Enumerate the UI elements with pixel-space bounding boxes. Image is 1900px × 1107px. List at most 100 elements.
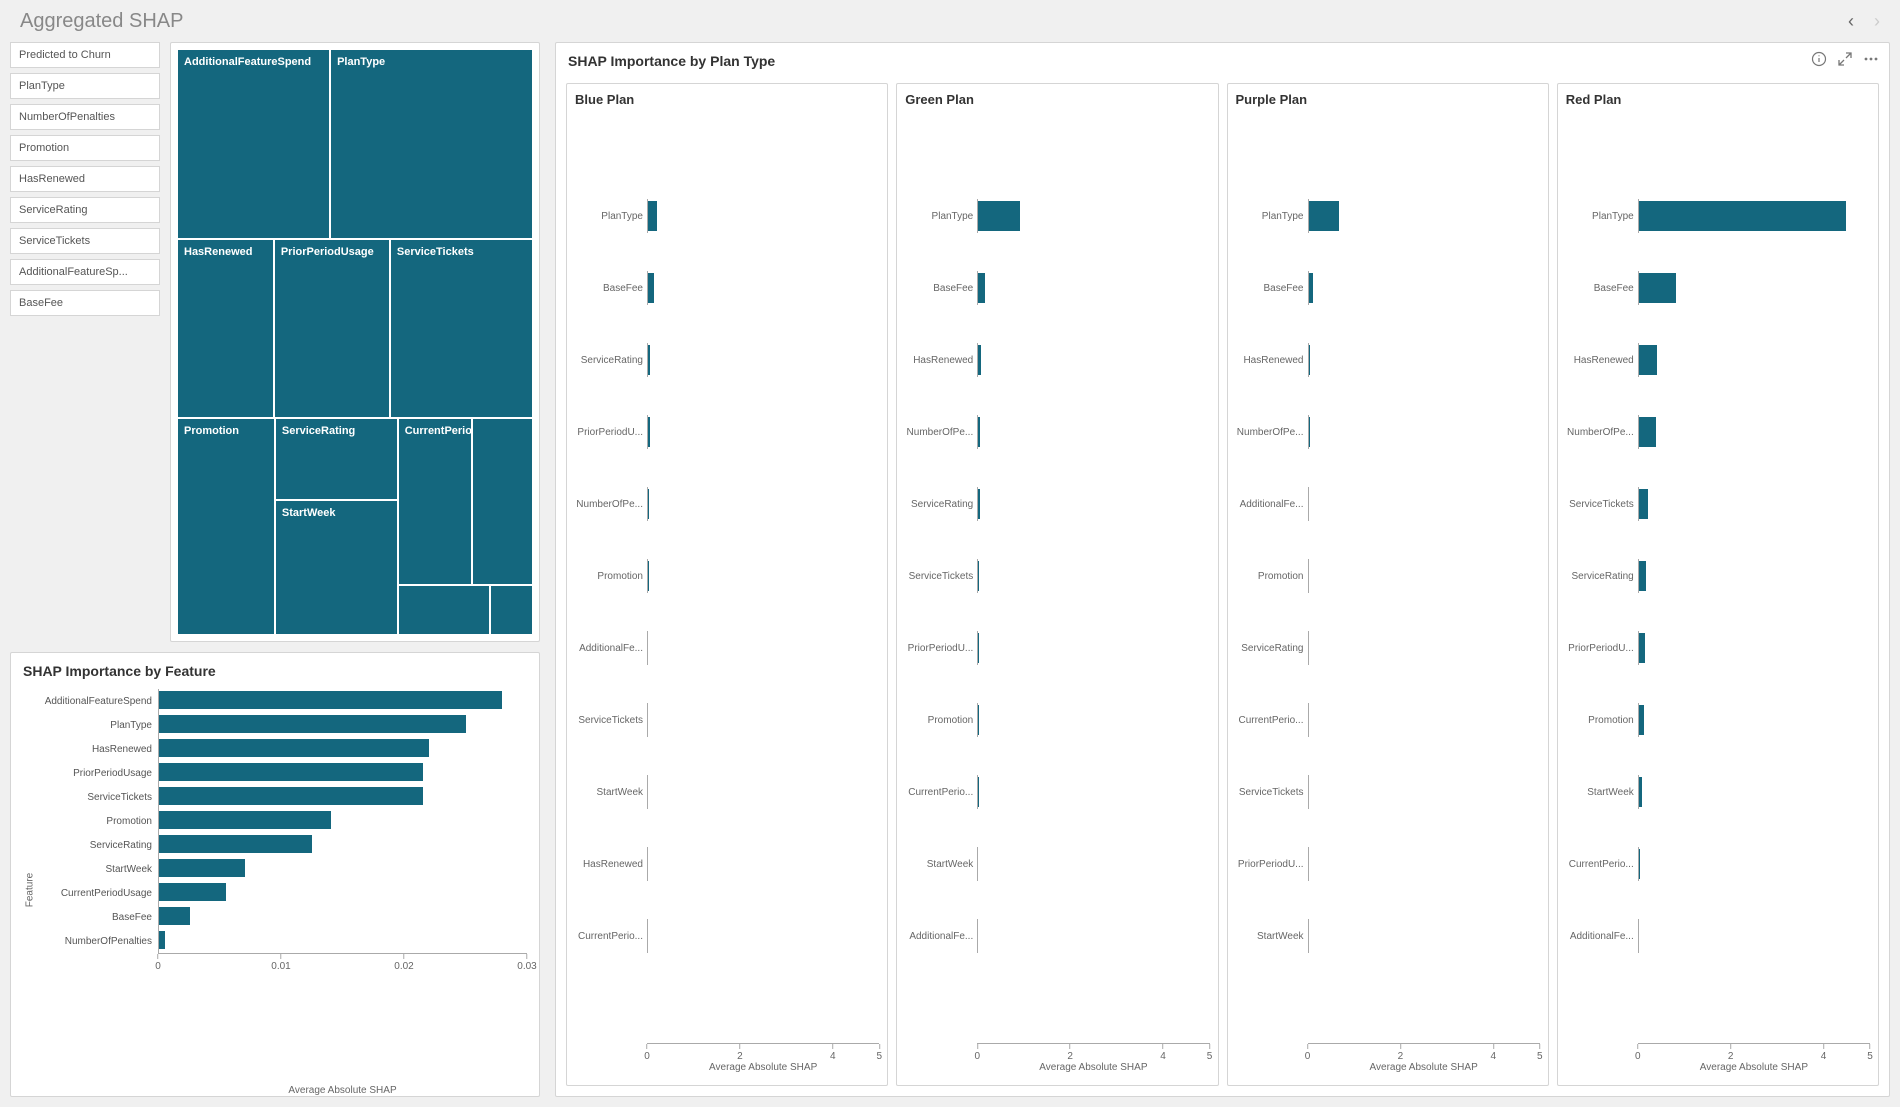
more-icon[interactable] [1863,51,1879,67]
plan-bar-track [1308,703,1534,737]
filter-item[interactable]: HasRenewed [10,166,160,192]
plan-bar-row: Promotion [1566,703,1864,737]
treemap-cell-label: StartWeek [282,507,336,519]
plan-bar-track [1638,343,1864,377]
feature-chart: Feature AdditionalFeatureSpendPlanTypeHa… [11,683,539,1096]
feature-bar[interactable] [159,691,502,709]
plan-bar-row: HasRenewed [905,343,1203,377]
feature-bar[interactable] [159,715,466,733]
plan-bar-row: ServiceRating [905,487,1203,521]
treemap-cell[interactable]: AdditionalFeatureSpend [177,49,330,239]
treemap-cell[interactable]: ServiceTickets [390,239,533,418]
expand-icon[interactable] [1837,51,1853,67]
feature-x-axis: 00.010.020.03 [158,953,527,987]
feature-bar[interactable] [159,859,245,877]
plan-baseline [977,487,978,521]
plan-bar-row: HasRenewed [1236,343,1534,377]
treemap-cell[interactable]: HasRenewed [177,239,274,418]
plan-bar[interactable] [1308,201,1340,231]
plan-bar[interactable] [1638,561,1646,591]
feature-bar[interactable] [159,835,312,853]
treemap-cell[interactable]: StartWeek [275,500,398,635]
filter-item[interactable]: ServiceTickets [10,228,160,254]
info-icon[interactable] [1811,51,1827,67]
plan-bar[interactable] [1638,345,1657,375]
plan-xlabel: Average Absolute SHAP [977,1062,1209,1073]
plan-baseline [1308,415,1309,449]
plan-bar-label: PriorPeriodU... [1566,643,1638,654]
axis-tick: 4 [830,1044,836,1062]
plan-bar-row: Promotion [1236,559,1534,593]
plan-column: Blue PlanPlanTypeBaseFeeServiceRatingPri… [566,83,888,1086]
feature-bar[interactable] [159,787,423,805]
plan-bar-label: ServiceTickets [575,715,647,726]
filter-item[interactable]: AdditionalFeatureSp... [10,259,160,285]
plan-baseline [1638,775,1639,809]
treemap-cell[interactable]: CurrentPeriodUsage [398,418,473,585]
plan-bar-track [977,559,1203,593]
feature-bar-row: NumberOfPenalties [23,929,527,953]
plan-baseline [647,631,648,665]
plan-xlabel: Average Absolute SHAP [1308,1062,1540,1073]
filter-item[interactable]: ServiceRating [10,197,160,223]
feature-bar[interactable] [159,811,331,829]
plan-bar-track [977,343,1203,377]
plan-bar-row: ServiceRating [575,343,873,377]
treemap-cell[interactable]: PriorPeriodUsage [274,239,390,418]
filter-item[interactable]: PlanType [10,73,160,99]
plan-bar-label: CurrentPerio... [905,787,977,798]
treemap-cell[interactable] [472,418,533,585]
feature-bar[interactable] [159,739,429,757]
plan-bar-label: PriorPeriodU... [905,643,977,654]
feature-ylabel: Feature [25,872,36,906]
plan-baseline [977,631,978,665]
plan-baseline [1638,703,1639,737]
nav-prev-icon[interactable]: ‹ [1848,11,1854,32]
feature-bar-track [158,857,527,881]
feature-bar[interactable] [159,907,190,925]
plan-bar[interactable] [647,201,657,231]
plan-grid: Blue PlanPlanTypeBaseFeeServiceRatingPri… [566,83,1879,1086]
plan-bar-row: ServiceRating [1566,559,1864,593]
plan-importance-panel: SHAP Importance by Plan Type Blue PlanPl… [555,42,1890,1097]
plan-bar[interactable] [977,201,1020,231]
plan-bar[interactable] [1638,489,1648,519]
feature-bar-row: BaseFee [23,905,527,929]
plan-bar-row: CurrentPerio... [905,775,1203,809]
treemap-cell[interactable] [398,585,491,635]
treemap-cell[interactable] [490,585,533,635]
treemap-cell[interactable]: ServiceRating [275,418,398,500]
filter-item[interactable]: BaseFee [10,290,160,316]
plan-bar-track [977,271,1203,305]
treemap-cell[interactable]: PlanType [330,49,533,239]
filter-item[interactable]: Predicted to Churn [10,42,160,68]
plan-bar[interactable] [977,273,985,303]
plan-bar[interactable] [1638,201,1846,231]
plan-baseline [977,775,978,809]
treemap-chart: AdditionalFeatureSpendPlanType HasRenewed… [177,49,533,635]
plan-baseline [647,919,648,953]
feature-bar[interactable] [159,883,226,901]
plan-bar-label: PlanType [1236,211,1308,222]
treemap-cell[interactable]: Promotion [177,418,275,635]
plan-bar[interactable] [647,273,654,303]
plan-bar[interactable] [1638,417,1656,447]
plan-bar-label: PlanType [575,211,647,222]
feature-bar-row: AdditionalFeatureSpend [23,689,527,713]
feature-bar-track [158,833,527,857]
plan-baseline [647,703,648,737]
nav-next-icon[interactable]: › [1874,11,1880,32]
plan-chart-title: SHAP Importance by Plan Type [556,43,1889,73]
filter-item[interactable]: Promotion [10,135,160,161]
treemap-cell-label: ServiceTickets [397,246,474,258]
feature-bar[interactable] [159,931,165,949]
plan-bar[interactable] [1638,273,1676,303]
plan-bar-row: ServiceTickets [1236,775,1534,809]
filter-item[interactable]: NumberOfPenalties [10,104,160,130]
plan-bar-track [1308,775,1534,809]
plan-bar[interactable] [1638,633,1645,663]
plan-baseline [1638,343,1639,377]
plan-bar-track [977,199,1203,233]
feature-bar[interactable] [159,763,423,781]
plan-baseline [1308,703,1309,737]
